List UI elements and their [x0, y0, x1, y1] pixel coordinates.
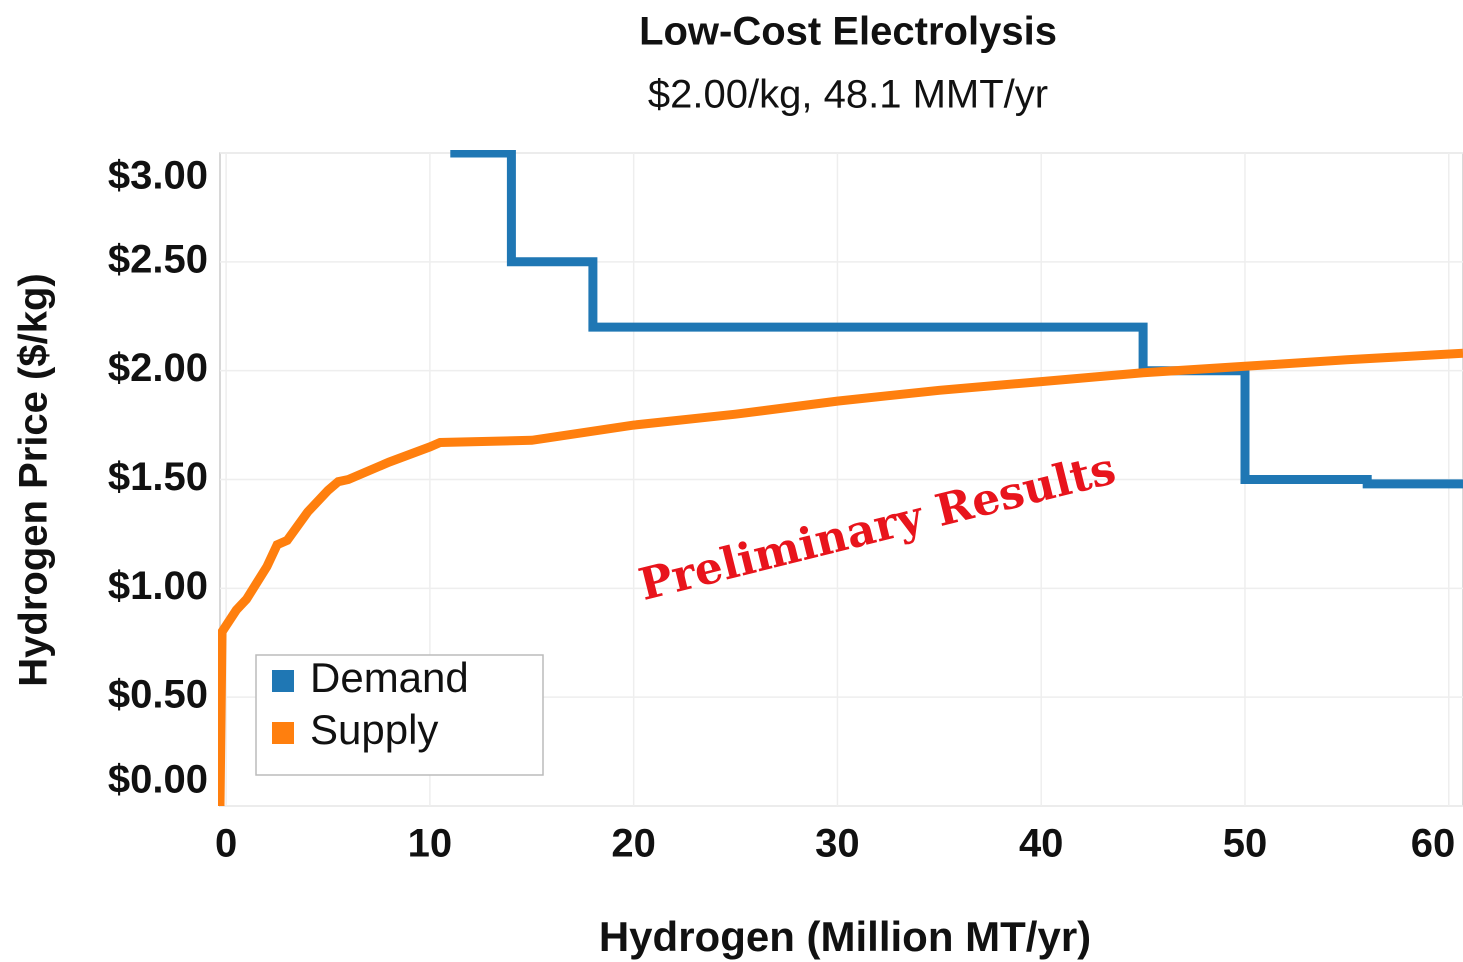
legend-label: Supply: [310, 706, 438, 753]
series-line: [450, 150, 1463, 489]
y-tick-label: $2.50: [108, 237, 208, 281]
y-tick-label: $0.50: [108, 673, 208, 717]
x-tick-label: 40: [1019, 822, 1064, 866]
y-tick-label: $0.00: [108, 758, 208, 802]
chart-subtitle: $2.00/kg, 48.1 MMT/yr: [648, 73, 1048, 117]
x-tick-label: 10: [408, 822, 453, 866]
x-tick-label: 60: [1411, 822, 1456, 866]
plot-area: [218, 150, 1463, 807]
annotation: Preliminary Results: [634, 443, 1120, 611]
legend-swatch: [272, 670, 294, 692]
chart-title: Low-Cost Electrolysis: [639, 10, 1057, 54]
x-tick-label: 20: [611, 822, 656, 866]
legend-swatch: [272, 722, 294, 744]
y-tick-label: $1.50: [108, 455, 208, 499]
legend-label: Demand: [310, 654, 469, 701]
legend: Demand Supply: [255, 654, 544, 776]
series-line: [218, 348, 1463, 807]
x-tick-label: 50: [1223, 822, 1268, 866]
x-tick-label: 30: [815, 822, 860, 866]
y-tick-label: $2.00: [108, 346, 208, 390]
legend-box: [255, 654, 544, 776]
x-tick-label: 0: [215, 822, 237, 866]
x-axis-label: Hydrogen (Million MT/yr): [599, 913, 1091, 960]
y-tick-label: $3.00: [108, 154, 208, 198]
y-tick-label: $1.00: [108, 564, 208, 608]
y-axis-label: Hydrogen Price ($/kg): [12, 273, 56, 686]
